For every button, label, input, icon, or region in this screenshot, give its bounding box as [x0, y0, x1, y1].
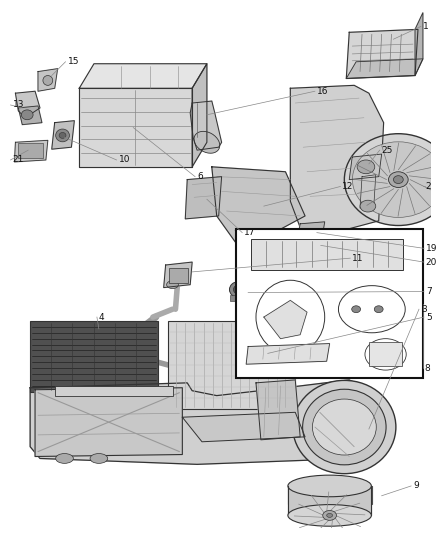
Ellipse shape	[233, 285, 243, 294]
Polygon shape	[38, 69, 58, 91]
Polygon shape	[256, 380, 300, 440]
Bar	[30, 321, 158, 392]
Polygon shape	[79, 88, 192, 167]
Text: 21: 21	[12, 156, 24, 165]
Text: 16: 16	[317, 87, 328, 96]
Ellipse shape	[365, 338, 406, 370]
Text: 17: 17	[244, 228, 256, 237]
Polygon shape	[360, 175, 376, 208]
Ellipse shape	[166, 281, 178, 288]
Text: 11: 11	[352, 254, 364, 263]
Text: 10: 10	[119, 156, 130, 165]
Text: 8: 8	[425, 364, 431, 373]
Polygon shape	[35, 388, 182, 456]
Bar	[230, 295, 246, 301]
Ellipse shape	[374, 306, 383, 313]
Ellipse shape	[312, 399, 376, 455]
Text: 9: 9	[413, 481, 419, 490]
Polygon shape	[192, 64, 207, 167]
Polygon shape	[182, 413, 305, 442]
Bar	[55, 386, 173, 395]
Ellipse shape	[293, 381, 396, 474]
Text: 19: 19	[426, 244, 437, 253]
Polygon shape	[190, 101, 222, 150]
Bar	[288, 486, 372, 504]
Polygon shape	[185, 176, 222, 219]
Ellipse shape	[389, 172, 408, 188]
Text: 25: 25	[381, 146, 393, 155]
Polygon shape	[346, 59, 423, 78]
Polygon shape	[18, 106, 42, 125]
Ellipse shape	[90, 454, 108, 463]
Ellipse shape	[360, 200, 376, 212]
Text: 2: 2	[425, 182, 431, 191]
Polygon shape	[164, 262, 192, 288]
Ellipse shape	[230, 282, 247, 297]
Ellipse shape	[194, 131, 220, 153]
Ellipse shape	[56, 454, 73, 463]
Ellipse shape	[327, 513, 332, 518]
Polygon shape	[349, 154, 381, 180]
Bar	[369, 342, 402, 366]
Polygon shape	[301, 233, 330, 251]
Polygon shape	[79, 64, 207, 88]
Ellipse shape	[43, 76, 53, 85]
Ellipse shape	[59, 133, 66, 139]
Ellipse shape	[21, 110, 33, 120]
Bar	[251, 238, 403, 270]
Bar	[237, 229, 423, 378]
Polygon shape	[212, 167, 305, 251]
Polygon shape	[52, 120, 74, 149]
Text: 12: 12	[343, 182, 354, 191]
Text: 4: 4	[99, 312, 105, 321]
Text: 15: 15	[67, 57, 79, 66]
Polygon shape	[30, 380, 372, 464]
Polygon shape	[415, 13, 423, 76]
Ellipse shape	[56, 129, 70, 142]
Ellipse shape	[339, 286, 405, 333]
Bar	[169, 268, 188, 282]
Bar	[18, 143, 43, 158]
Text: 1: 1	[423, 22, 429, 31]
Polygon shape	[290, 85, 384, 240]
Ellipse shape	[353, 142, 438, 217]
Bar	[168, 321, 295, 409]
Ellipse shape	[352, 306, 360, 313]
Polygon shape	[14, 140, 48, 162]
Ellipse shape	[288, 475, 371, 497]
Ellipse shape	[357, 160, 375, 174]
Polygon shape	[246, 344, 330, 364]
Polygon shape	[264, 301, 307, 338]
Ellipse shape	[323, 511, 336, 520]
Text: 3: 3	[421, 305, 427, 314]
Polygon shape	[298, 222, 325, 236]
Text: 20: 20	[426, 257, 437, 266]
Polygon shape	[346, 29, 418, 78]
Ellipse shape	[393, 176, 403, 183]
Polygon shape	[288, 486, 371, 515]
Text: 7: 7	[426, 287, 431, 296]
Text: 13: 13	[12, 101, 24, 109]
Ellipse shape	[306, 238, 318, 248]
Text: 5: 5	[426, 312, 431, 321]
Ellipse shape	[256, 280, 325, 354]
Text: 6: 6	[197, 172, 203, 181]
Ellipse shape	[303, 389, 386, 465]
Ellipse shape	[288, 505, 371, 526]
Polygon shape	[15, 91, 40, 118]
Ellipse shape	[344, 134, 438, 225]
